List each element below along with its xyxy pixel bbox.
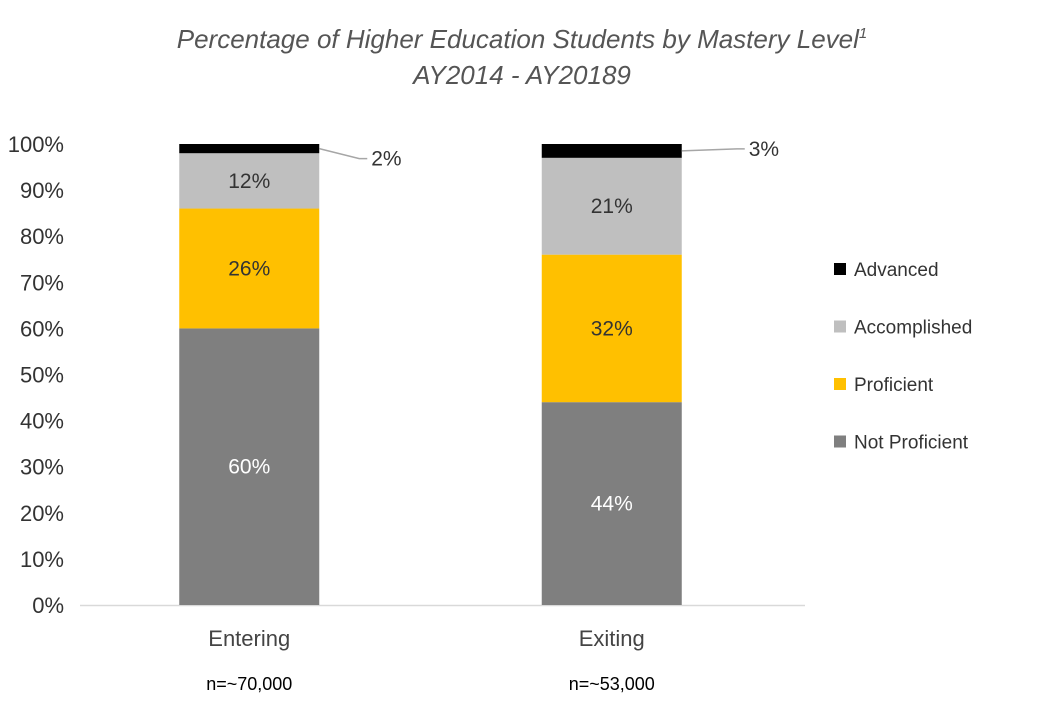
legend-swatch [834,435,846,448]
chart-title-superscript: 1 [859,25,867,42]
data-label: 26% [228,257,270,280]
legend-label: Advanced [854,260,939,281]
y-tick-label: 90% [20,178,64,203]
y-tick-label: 80% [20,224,64,249]
y-tick-label: 0% [32,593,64,618]
bars-group [179,144,682,605]
leader-line [319,147,368,160]
y-tick-label: 50% [20,363,64,388]
x-category-label: Entering [208,626,290,651]
legend-item: Not Proficient [834,433,969,454]
data-label: 2% [371,148,401,171]
legend-item: Proficient [834,375,934,396]
legend-swatch [834,263,846,275]
legend-label: Proficient [854,375,934,396]
data-label: 60% [228,456,270,479]
y-tick-label: 100% [8,132,64,157]
bar-segment-accomplished [179,153,320,209]
data-labels-group: 60% 26% 12% 2% 44% 32% 21% 3% [228,138,779,516]
legend-item: Accomplished [834,318,972,339]
data-label: 32% [591,317,633,340]
data-label: 44% [591,493,633,516]
sample-size-note: n=~70,000 [206,674,292,694]
bar-segment-proficient [541,254,682,403]
legend-item: Advanced [834,260,939,281]
data-label: 3% [749,138,779,161]
data-label: 21% [591,195,633,218]
chart-title-main: Percentage of Higher Education Students … [177,24,860,54]
y-tick-label: 40% [20,409,64,434]
y-tick-label: 20% [20,501,64,526]
bar-segment-proficient [179,208,320,329]
chart-title-group: Percentage of Higher Education Students … [177,24,868,90]
sample-size-note: n=~53,000 [569,674,655,694]
leader-line [681,148,745,152]
chart-title: Percentage of Higher Education Students … [177,24,868,54]
data-label: 12% [228,170,270,193]
bar-segment-accomplished [541,157,682,255]
bar-segment-advanced [541,144,682,158]
y-tick-label: 60% [20,316,64,341]
y-axis: 0% 10% 20% 30% 40% 50% 60% 70% 80% 90% 100% [8,132,64,618]
bar-segment-advanced [179,144,320,154]
y-tick-label: 70% [20,270,64,295]
legend-label: Not Proficient [854,433,969,454]
bar-segment-not-proficient [541,402,682,605]
y-tick-label: 30% [20,455,64,480]
legend: Advanced Accomplished Proficient Not Profic… [834,260,972,454]
chart-subtitle: AY2014 - AY20189 [411,60,631,90]
x-axis: Entering n=~70,000 Exiting n=~53,000 [80,604,805,694]
legend-swatch [834,378,846,390]
bar-segment-not-proficient [179,328,320,605]
x-category-label: Exiting [579,626,645,651]
legend-swatch [834,320,846,333]
legend-label: Accomplished [854,318,972,339]
y-tick-label: 10% [20,547,64,572]
